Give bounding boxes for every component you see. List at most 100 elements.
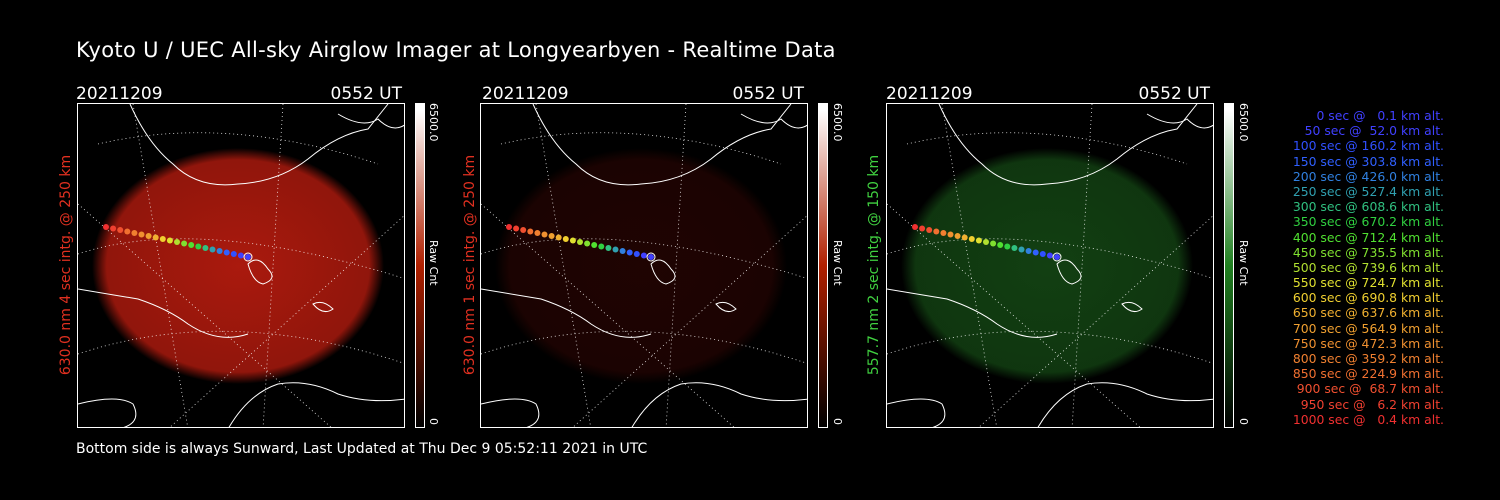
colorbar-min-label: 0 [427, 418, 440, 425]
colorbar-min-label: 0 [831, 418, 844, 425]
trajectory-point [145, 233, 152, 239]
trajectory-point [237, 252, 244, 259]
allsky-image-panel [480, 103, 808, 428]
panel-time: 0552 UT [330, 84, 403, 104]
legend-row: 650 sec @ 637.6 km alt. [1292, 305, 1444, 321]
coastlines [887, 104, 1213, 427]
allsky-glow-disk [495, 148, 787, 384]
trajectory-point [117, 227, 124, 233]
trajectory-point [954, 233, 961, 239]
trajectory-point [216, 248, 223, 254]
legend-row: 50 sec @ 52.0 km alt. [1304, 123, 1444, 139]
trajectory-point [598, 243, 605, 250]
colorbar-max-label: 6500.0 [427, 103, 440, 142]
trajectory-point [968, 236, 975, 242]
trajectory-point [633, 251, 640, 257]
trajectory-point [1032, 249, 1039, 256]
trajectory-point [961, 234, 968, 241]
trajectory-point [131, 230, 138, 236]
colorbar-min-label: 0 [1237, 418, 1250, 425]
legend-row: 750 sec @ 472.3 km alt. [1292, 335, 1444, 351]
colorbar-unit-label: Raw Cnt [831, 240, 844, 286]
trajectory-point [138, 231, 145, 238]
trajectory-point [195, 243, 202, 250]
trajectory-point [520, 227, 527, 233]
allsky-image-panel [77, 103, 405, 428]
legend-row: 900 sec @ 68.7 km alt. [1296, 381, 1444, 397]
trajectory-point [619, 248, 626, 254]
trajectory-point [548, 233, 555, 239]
trajectory-point [562, 236, 569, 242]
trajectory-point [605, 245, 612, 251]
legend-row: 850 sec @ 224.9 km alt. [1292, 366, 1444, 382]
graticule [481, 104, 807, 427]
panel-time: 0552 UT [1138, 84, 1211, 104]
trajectory-point [166, 237, 173, 244]
trajectory-legend: 0 sec @ 0.1 km alt. 50 sec @ 52.0 km alt.… [1262, 108, 1444, 427]
legend-row: 100 sec @ 160.2 km alt. [1292, 138, 1444, 154]
legend-row: 700 sec @ 564.9 km alt. [1292, 320, 1444, 336]
colorbar [1224, 103, 1234, 428]
panel-ylabel: 557.7 nm 2 sec intg. @ 150 km [866, 154, 882, 376]
trajectory-point [152, 234, 159, 241]
trajectory-point [541, 231, 548, 238]
trajectory [912, 224, 1062, 262]
panel-ylabel: 630.0 nm 4 sec intg. @ 250 km [58, 154, 74, 376]
colorbar-max-label: 6500.0 [831, 103, 844, 142]
trajectory-point [1011, 245, 1018, 251]
page-title: Kyoto U / UEC All-sky Airglow Imager at … [76, 38, 836, 62]
legend-row: 300 sec @ 608.6 km alt. [1292, 199, 1444, 215]
trajectory-point [245, 254, 251, 260]
trajectory-point [527, 228, 534, 235]
panel-date: 20211209 [886, 84, 973, 104]
legend-row: 400 sec @ 712.4 km alt. [1292, 229, 1444, 245]
graticule [78, 104, 404, 427]
trajectory-point [124, 228, 131, 235]
trajectory-point [209, 246, 216, 253]
trajectory-point [983, 239, 989, 245]
trajectory-point [577, 239, 583, 245]
legend-row: 350 sec @ 670.2 km alt. [1292, 214, 1444, 230]
trajectory-point [513, 225, 520, 232]
legend-row: 450 sec @ 735.5 km alt. [1292, 244, 1444, 260]
trajectory-point [648, 254, 654, 260]
trajectory-point [584, 240, 591, 247]
legend-row: 800 sec @ 359.2 km alt. [1292, 351, 1444, 366]
trajectory [103, 224, 253, 262]
colorbar [818, 103, 828, 428]
allsky-image-panel [886, 103, 1214, 428]
trajectory-point [975, 237, 982, 244]
trajectory-point [110, 225, 117, 232]
legend-row: 200 sec @ 426.0 km alt. [1292, 168, 1444, 184]
trajectory-point [202, 245, 209, 251]
trajectory-point [534, 230, 541, 236]
panel-time: 0552 UT [732, 84, 805, 104]
trajectory-point [1018, 246, 1025, 253]
trajectory-point [555, 234, 562, 241]
trajectory-point [1046, 252, 1053, 259]
legend-row: 1000 sec @ 0.4 km alt. [1292, 411, 1444, 427]
coastlines [481, 104, 807, 427]
colorbar-unit-label: Raw Cnt [1237, 240, 1250, 286]
colorbar-unit-label: Raw Cnt [427, 240, 440, 286]
legend-row: 150 sec @ 303.8 km alt. [1292, 153, 1444, 169]
trajectory-point [223, 249, 230, 256]
panel-date: 20211209 [76, 84, 163, 104]
trajectory-point [626, 249, 633, 256]
coastlines [78, 104, 404, 427]
trajectory-point [1004, 243, 1011, 250]
allsky-glow-disk [901, 148, 1193, 384]
trajectory-point [990, 240, 997, 247]
colorbar [415, 103, 425, 428]
trajectory-point [569, 237, 576, 244]
footer-note: Bottom side is always Sunward, Last Upda… [76, 441, 648, 457]
trajectory-point [640, 252, 647, 259]
trajectory-point [506, 224, 512, 230]
trajectory-point [181, 240, 188, 247]
trajectory-point [919, 225, 926, 232]
trajectory-point [230, 251, 237, 257]
legend-row: 250 sec @ 527.4 km alt. [1292, 183, 1444, 199]
trajectory-point [188, 242, 195, 248]
trajectory-point [933, 228, 940, 235]
trajectory [506, 224, 656, 262]
